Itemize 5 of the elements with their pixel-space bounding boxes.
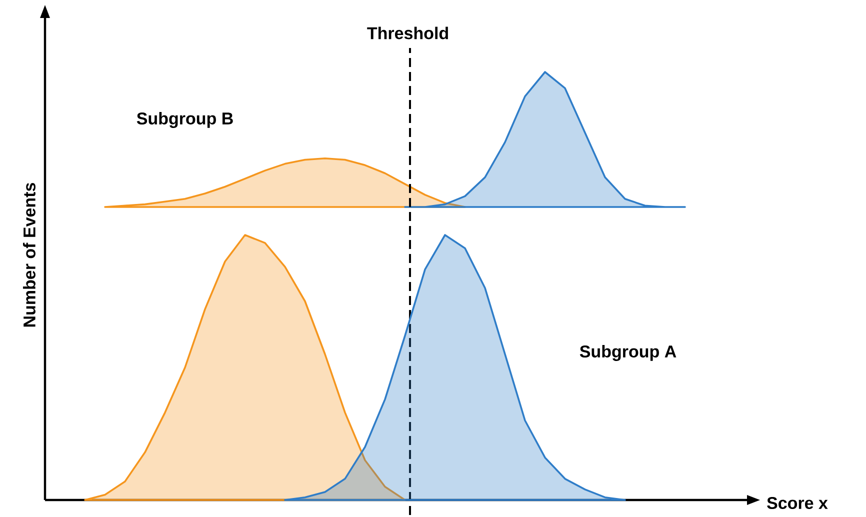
y-axis-title: Number of Events bbox=[22, 182, 36, 327]
annotation: Subgroup A bbox=[580, 345, 676, 361]
annotation: Subgroup B bbox=[136, 112, 233, 128]
text: Threshold bbox=[367, 26, 448, 40]
x-axis-title: Score x bbox=[767, 496, 828, 510]
